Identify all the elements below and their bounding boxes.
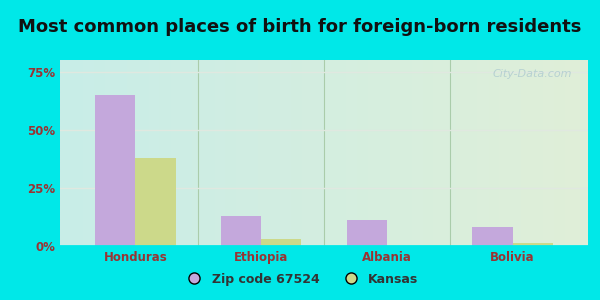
Legend: Zip code 67524, Kansas: Zip code 67524, Kansas [176,268,424,291]
Bar [261,239,301,246]
Bar [472,227,512,246]
Bar [512,242,553,246]
Text: City-Data.com: City-Data.com [493,69,572,79]
Bar [221,216,261,246]
Bar [95,95,136,246]
Bar [136,158,176,246]
Bar [347,220,387,246]
Text: Most common places of birth for foreign-born residents: Most common places of birth for foreign-… [19,18,581,36]
